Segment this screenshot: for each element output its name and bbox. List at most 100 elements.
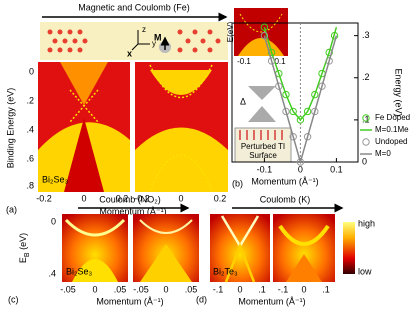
- sample-label: Bi₂Se₃: [42, 174, 69, 184]
- x-tick-label: 0.1: [330, 164, 343, 174]
- y-tick-label: .3: [362, 30, 370, 40]
- cone-icon: [248, 86, 276, 122]
- surface-label: Surface: [249, 151, 277, 160]
- y-axis-label: EB (eV): [18, 233, 30, 263]
- y-tick-label: 0: [51, 216, 56, 226]
- x-tick-label: 0: [298, 164, 303, 174]
- sample-label: Bi₂Se₃: [66, 266, 93, 276]
- x-tick-label: .1: [322, 284, 330, 294]
- x-tick-label: -.1: [213, 284, 224, 294]
- y-tick-label: .4: [48, 268, 56, 278]
- axis-label: z: [142, 25, 146, 34]
- lattice-box: [40, 22, 228, 60]
- legend-marker: [362, 138, 370, 146]
- legend-label: Fe Doped: [375, 113, 410, 122]
- x-tick-label: -0.1: [257, 164, 273, 174]
- x-tick-label: -0.2: [134, 193, 150, 203]
- sample-label: Bi₂Te₃: [213, 266, 238, 276]
- x-tick-label: 0: [237, 284, 242, 294]
- data-line: [263, 26, 338, 122]
- axis-label: M: [154, 32, 162, 42]
- inset-tick: -0.1: [237, 57, 251, 66]
- panel-label: (c): [8, 294, 19, 304]
- colorbar-label: high: [358, 218, 375, 228]
- delta-label: Δ: [240, 96, 246, 106]
- panel-title: Coulomb (NO₂): [99, 194, 161, 204]
- legend-label: Undoped: [375, 137, 407, 146]
- data-point: [289, 107, 297, 116]
- data-line: [263, 35, 338, 165]
- data-point: [325, 48, 333, 57]
- data-point: [318, 82, 326, 90]
- colorbar-label: low: [358, 266, 372, 276]
- x-axis-label: Momentum (Å⁻¹): [96, 296, 163, 306]
- lattice: [47, 29, 221, 53]
- x-tick-label: -.05: [133, 284, 149, 294]
- plot-frame: [231, 22, 359, 163]
- axis-label: y: [152, 39, 156, 48]
- arpes-map: [210, 214, 335, 283]
- y-tick-label: .4: [26, 124, 34, 134]
- data-point: [267, 57, 276, 65]
- data-point: [282, 107, 290, 116]
- arpes-map: [135, 62, 228, 192]
- panel-label: (d): [196, 294, 207, 304]
- inset-tick: 0.1: [274, 57, 286, 66]
- data-point: [311, 90, 319, 99]
- y-tick-label: .6: [26, 153, 34, 163]
- data-point: [296, 158, 305, 166]
- x-axis-label: Momentum (Å⁻¹): [99, 206, 166, 216]
- x-tick-label: 0.2: [214, 193, 227, 203]
- data-point: [260, 31, 269, 40]
- x-tick-label: 0: [178, 193, 183, 203]
- axes-icon: [131, 30, 150, 51]
- colorbar: [343, 222, 355, 274]
- data-point: [303, 133, 312, 141]
- arpes-map: [62, 214, 199, 282]
- legend-label: M=0.1Me: [375, 125, 409, 134]
- inset-label: E(eV): [226, 21, 235, 42]
- panel-title: Coulomb (K): [260, 194, 311, 204]
- panel-title: Magnetic and Coulomb (Fe): [78, 2, 190, 12]
- panel-label: (a): [6, 204, 17, 214]
- y-tick-label: .2: [362, 72, 370, 82]
- y-axis-label: Energy (eV): [394, 68, 404, 116]
- inset-map: [238, 38, 284, 56]
- spin-arrows: [239, 130, 283, 140]
- data-point: [260, 23, 269, 31]
- surface-label: Perturbed TI: [241, 142, 285, 151]
- x-tick-label: .1: [258, 284, 266, 294]
- data-point: [296, 116, 305, 124]
- x-axis-label: Momentum (Å⁻¹): [238, 296, 305, 306]
- x-tick-label: 0.2: [116, 193, 129, 203]
- x-tick-label: .05: [185, 284, 198, 294]
- data-point: [289, 133, 297, 141]
- y-tick-label: .8: [26, 180, 34, 190]
- data-point: [311, 107, 319, 116]
- y-tick-label: .1: [362, 114, 370, 124]
- x-tick-label: 0: [92, 284, 97, 294]
- x-tick-label: -0.2: [36, 193, 52, 203]
- x-axis-label: Momentum (Å⁻¹): [251, 176, 318, 186]
- x-tick-label: 0: [163, 284, 168, 294]
- axis-label: x: [127, 48, 132, 58]
- data-point: [267, 48, 276, 57]
- panel-label: (b): [232, 178, 243, 188]
- x-tick-label: 0: [81, 193, 86, 203]
- x-tick-label: 0: [301, 284, 306, 294]
- y-tick-label: 0: [362, 156, 367, 166]
- y-tick-label: .2: [26, 95, 34, 105]
- data-point: [282, 90, 290, 99]
- data-point: [325, 57, 333, 65]
- x-tick-label: -.1: [278, 284, 289, 294]
- legend-marker: [362, 114, 370, 122]
- arpes-map: [38, 62, 130, 192]
- inset-curve: [239, 13, 283, 33]
- x-tick-label: .05: [114, 284, 127, 294]
- y-axis-label: Binding Energy (eV): [5, 88, 15, 169]
- y-tick-label: 0: [29, 66, 34, 76]
- legend-label: M=0: [375, 149, 391, 158]
- data-point: [275, 82, 283, 90]
